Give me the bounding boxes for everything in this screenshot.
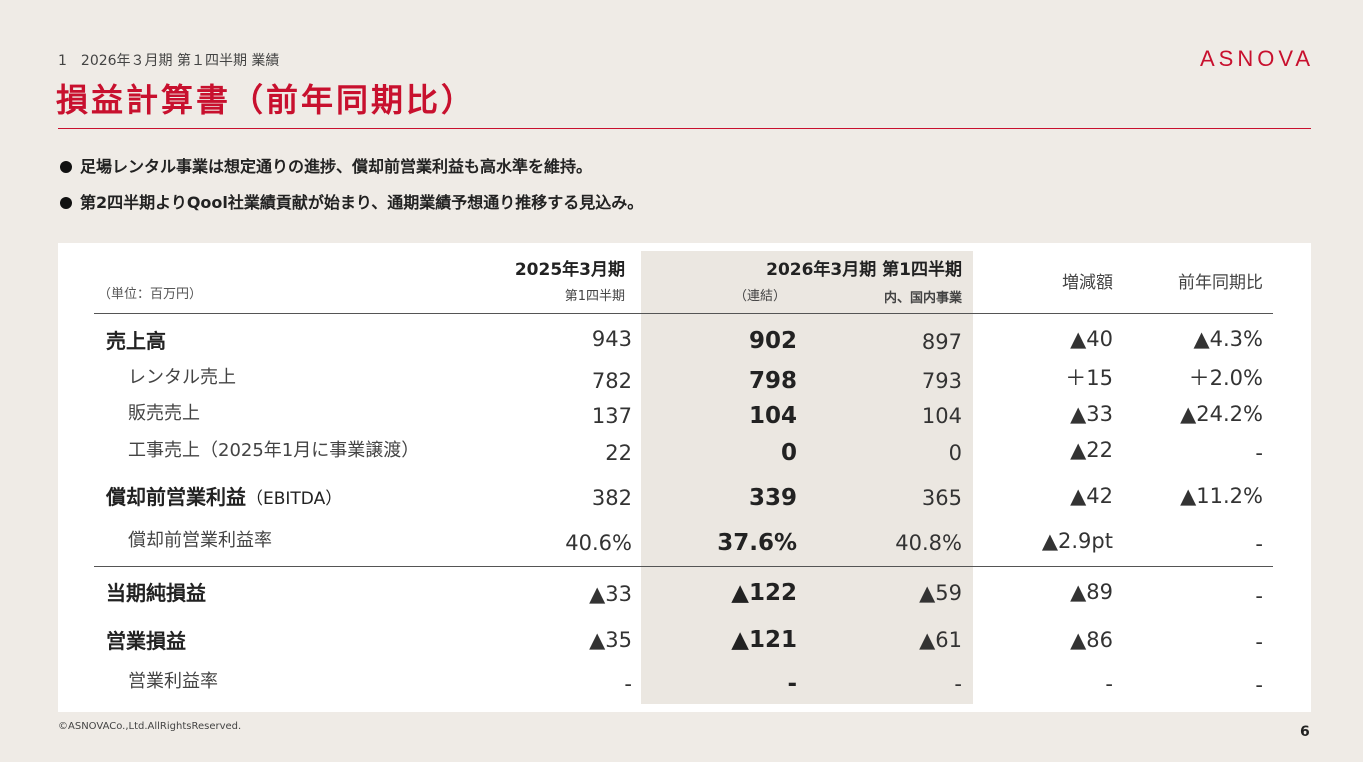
income-statement-table: （単位：百万円） 2025年3月期 第1四半期 2026年3月期 第1四半期 （… bbox=[58, 243, 1311, 712]
col-curr-domestic: 内、国内事業 bbox=[883, 291, 962, 306]
copyright: ©ASNOVACo.,Ltd.AllRightsReserved. bbox=[58, 721, 242, 732]
yoy-value: - bbox=[1255, 441, 1263, 465]
prev-value: 943 bbox=[591, 327, 632, 351]
curr-value: 798 bbox=[748, 368, 797, 394]
row-label-main: 償却前営業利益 bbox=[106, 485, 246, 509]
prev-value: ▲35 bbox=[589, 628, 632, 652]
domestic-value: 0 bbox=[948, 441, 962, 465]
domestic-value: ▲61 bbox=[919, 628, 962, 652]
bullet-dot-icon bbox=[60, 161, 72, 173]
change-value: ▲89 bbox=[1070, 580, 1113, 604]
yoy-value: - bbox=[1255, 673, 1263, 697]
domestic-value: 793 bbox=[921, 369, 962, 393]
prev-value: 40.6% bbox=[565, 531, 632, 555]
row-label: 償却前営業利益（EBITDA） bbox=[106, 487, 342, 508]
row-label: レンタル売上 bbox=[128, 367, 236, 388]
domestic-value: 104 bbox=[921, 404, 962, 428]
row-label: 工事売上（2025年1月に事業譲渡） bbox=[128, 440, 420, 461]
page-number: 6 bbox=[1300, 724, 1310, 740]
summary-bullets: 足場レンタル事業は想定通りの進捗、償却前営業利益も高水準を維持。 第2四半期より… bbox=[60, 154, 643, 226]
domestic-value: 40.8% bbox=[895, 531, 962, 555]
prev-value: - bbox=[624, 672, 632, 696]
yoy-value: - bbox=[1255, 630, 1263, 654]
yoy-value: - bbox=[1255, 584, 1263, 608]
bullet-text: 第2四半期よりQool社業績貢献が始まり、通期業績予想通り推移する見込み。 bbox=[80, 193, 644, 212]
row-label: 売上高 bbox=[106, 329, 166, 353]
row-label: 営業利益率 bbox=[128, 671, 218, 692]
curr-value: 104 bbox=[748, 403, 797, 429]
row-label: 営業損益 bbox=[106, 629, 186, 653]
curr-value: - bbox=[787, 671, 797, 697]
curr-value: 0 bbox=[780, 440, 797, 466]
curr-value: ▲122 bbox=[731, 580, 797, 606]
row-label-suffix: （EBITDA） bbox=[246, 489, 343, 509]
yoy-value: ▲24.2% bbox=[1180, 402, 1263, 426]
asnova-logo: ASNOVA bbox=[1200, 46, 1315, 71]
domestic-value: 897 bbox=[921, 330, 962, 354]
curr-value: ▲121 bbox=[731, 627, 797, 653]
prev-value: ▲33 bbox=[589, 582, 632, 606]
domestic-value: ▲59 bbox=[919, 581, 962, 605]
change-value: ▲42 bbox=[1070, 484, 1113, 508]
bullet-item: 足場レンタル事業は想定通りの進捗、償却前営業利益も高水準を維持。 bbox=[60, 154, 643, 190]
col-curr-title: 2026年3月期 第1四半期 bbox=[766, 260, 962, 280]
row-label: 販売売上 bbox=[128, 403, 200, 424]
prev-value: 137 bbox=[591, 404, 632, 428]
prev-value: 782 bbox=[591, 369, 632, 393]
change-value: ▲40 bbox=[1070, 327, 1113, 351]
bullet-dot-icon bbox=[60, 197, 72, 209]
yoy-value: ▲4.3% bbox=[1193, 327, 1263, 351]
unit-label: （単位：百万円） bbox=[98, 287, 203, 302]
section-label: 1 2026年３月期 第１四半期 業績 bbox=[58, 53, 280, 69]
domestic-value: 365 bbox=[921, 486, 962, 510]
current-period-highlight bbox=[641, 251, 973, 704]
header-divider bbox=[94, 313, 1273, 314]
bullet-text: 足場レンタル事業は想定通りの進捗、償却前営業利益も高水準を維持。 bbox=[80, 157, 593, 176]
col-prev-sub: 第1四半期 bbox=[564, 289, 625, 304]
prev-value: 22 bbox=[605, 441, 632, 465]
page-title: 損益計算書（前年同期比） bbox=[56, 81, 477, 119]
change-value: ＋15 bbox=[1065, 366, 1113, 390]
change-value: ▲22 bbox=[1070, 438, 1113, 462]
col-curr-consolidated: （連結） bbox=[733, 289, 786, 304]
curr-value: 902 bbox=[748, 328, 797, 354]
section-divider bbox=[94, 566, 1273, 567]
row-label: 当期純損益 bbox=[106, 581, 206, 605]
title-divider bbox=[58, 128, 1311, 129]
bullet-item: 第2四半期よりQool社業績貢献が始まり、通期業績予想通り推移する見込み。 bbox=[60, 190, 643, 226]
curr-value: 339 bbox=[748, 485, 797, 511]
col-yoy: 前年同期比 bbox=[1178, 273, 1263, 293]
col-change: 増減額 bbox=[1062, 273, 1113, 293]
curr-value: 37.6% bbox=[717, 530, 797, 556]
change-value: ▲86 bbox=[1070, 628, 1113, 652]
row-label: 償却前営業利益率 bbox=[128, 530, 272, 551]
yoy-value: ▲11.2% bbox=[1180, 484, 1263, 508]
yoy-value: ＋2.0% bbox=[1188, 366, 1263, 390]
col-prev-title: 2025年3月期 bbox=[514, 260, 625, 280]
change-value: ▲33 bbox=[1070, 402, 1113, 426]
domestic-value: - bbox=[954, 672, 962, 696]
change-value: - bbox=[1105, 672, 1113, 696]
prev-value: 382 bbox=[591, 486, 632, 510]
yoy-value: - bbox=[1255, 532, 1263, 556]
change-value: ▲2.9pt bbox=[1041, 529, 1113, 553]
